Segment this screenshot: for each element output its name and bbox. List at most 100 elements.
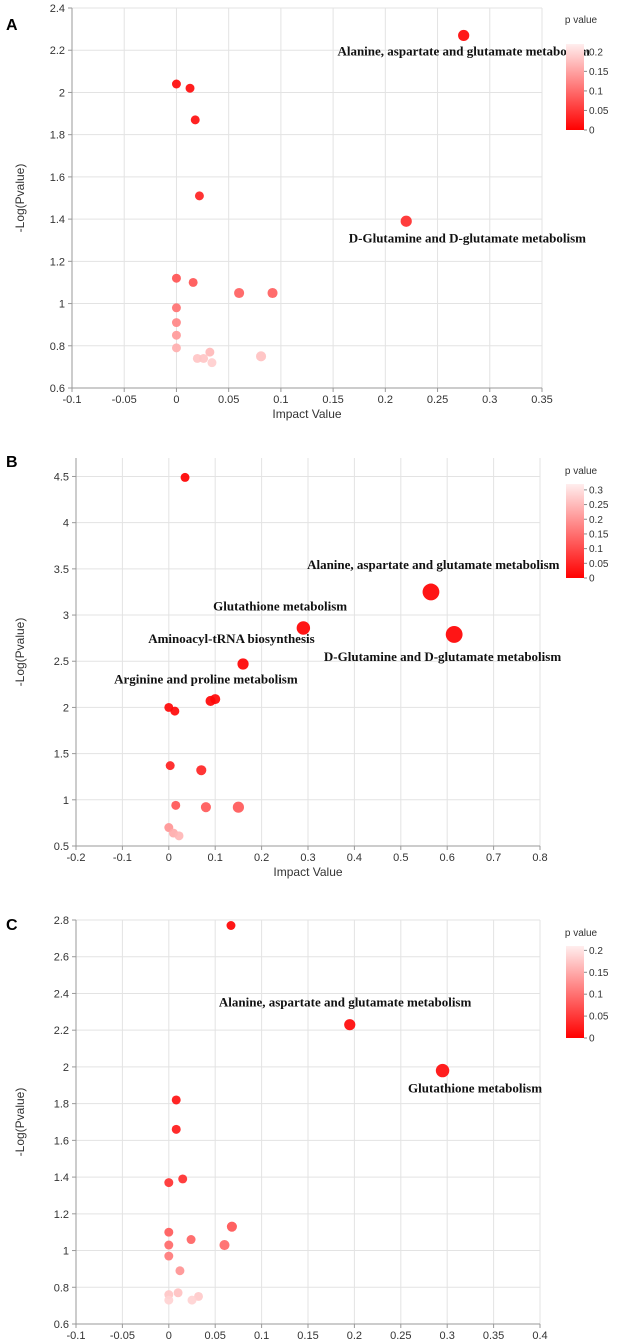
- x-tick-label: -0.05: [110, 1330, 135, 1339]
- y-tick-label: 1.6: [50, 172, 65, 184]
- color-legend: p value 0 0.05 0.1 0.15 0.2: [565, 15, 609, 137]
- data-point: [164, 1240, 174, 1250]
- annotation-label: Aminoacyl-tRNA biosynthesis: [148, 631, 315, 646]
- data-point: [458, 29, 470, 42]
- x-tick-label: -0.05: [112, 394, 137, 406]
- y-tick-label: 1.5: [54, 749, 69, 761]
- x-tick-label: -0.1: [63, 394, 82, 406]
- panel-letter-c: C: [6, 917, 18, 934]
- data-point: [422, 583, 440, 601]
- legend-tick-label: 0.2: [589, 515, 603, 526]
- data-point: [199, 353, 209, 363]
- x-tick-label: 0.2: [378, 394, 393, 406]
- x-tick-label: -0.2: [67, 852, 86, 864]
- data-point: [205, 347, 215, 357]
- x-tick-label: 0: [166, 1330, 172, 1339]
- data-point: [445, 626, 463, 643]
- y-tick-label: 0.6: [50, 383, 65, 395]
- x-tick-label: 0.6: [440, 852, 455, 864]
- data-point: [187, 1295, 197, 1305]
- grid: [75, 919, 541, 1325]
- annotation-label: Alanine, aspartate and glutamate metabol…: [337, 44, 590, 59]
- y-tick-label: 2.4: [54, 988, 69, 1000]
- x-tick-label: 0.4: [347, 852, 362, 864]
- x-tick-label: 0.3: [440, 1330, 455, 1339]
- y-tick-label: 0.6: [54, 1319, 69, 1331]
- x-tick-label: 0.25: [427, 394, 448, 406]
- legend-tick-label: 0.3: [589, 485, 603, 496]
- data-point: [164, 1178, 174, 1188]
- y-tick-label: 2: [59, 87, 65, 99]
- data-point: [190, 115, 200, 125]
- data-point: [435, 1063, 450, 1078]
- x-tick-label: 0.35: [483, 1330, 504, 1339]
- y-tick-label: 2.5: [54, 656, 69, 668]
- legend-tick-label: 0.05: [589, 1012, 609, 1023]
- data-point: [171, 1124, 181, 1134]
- data-points: [164, 472, 463, 841]
- panel-letter-a: A: [6, 17, 18, 34]
- y-tick-label: 2.4: [50, 3, 65, 15]
- y-axis-title: -Log(Pvalue): [13, 1088, 27, 1157]
- data-point: [219, 1239, 230, 1251]
- y-tick-label: 2: [63, 1062, 69, 1074]
- annotation-label: Glutathione metabolism: [213, 598, 347, 613]
- x-tick-label: 0.2: [254, 852, 269, 864]
- panel-a: A -0.1 -0.05 0 0.05 0.1 0.15 0.2 0.25 0.3 0.35 0.6…: [6, 3, 609, 421]
- data-point: [237, 658, 249, 670]
- annotation-label: Alanine, aspartate and glutamate metabol…: [219, 994, 472, 1009]
- data-point: [344, 1019, 356, 1031]
- y-tick-label: 1.6: [54, 1135, 69, 1147]
- annotation-label: Glutathione metabolism: [408, 1081, 542, 1096]
- legend-tick-label: 0: [589, 126, 595, 137]
- y-tick-label: 4.5: [54, 471, 69, 483]
- x-tick-label: 0.3: [300, 852, 315, 864]
- data-point: [200, 802, 211, 813]
- data-point: [192, 353, 202, 363]
- x-tick-label: 0: [173, 394, 179, 406]
- data-point: [164, 1295, 174, 1305]
- data-point: [164, 1227, 174, 1237]
- y-tick-label: 1.4: [50, 214, 65, 226]
- data-point: [164, 1251, 174, 1261]
- annotation-label: Alanine, aspartate and glutamate metabol…: [307, 557, 560, 572]
- y-tick-label: 3.5: [54, 564, 69, 576]
- legend-tick-label: 0.05: [589, 559, 609, 570]
- legend-tick-label: 0.15: [589, 968, 609, 979]
- panel-b: B -0.2 -0.1 0 0.1 0.2 0.3 0.4 0.5 0.6 0.7 0.8 0.5 1 1…: [6, 454, 609, 879]
- data-point: [194, 1291, 203, 1301]
- legend-tick-label: 0.1: [589, 86, 603, 97]
- legend-title: p value: [565, 15, 598, 26]
- data-point: [207, 358, 217, 368]
- legend-tick-label: 0.2: [589, 946, 603, 957]
- data-point: [171, 330, 181, 340]
- y-tick-label: 1: [63, 1246, 69, 1258]
- data-point: [232, 801, 244, 813]
- data-point: [267, 287, 278, 299]
- x-tick-label: 0.15: [297, 1330, 318, 1339]
- legend-tick-label: 0.15: [589, 67, 609, 78]
- y-tick-label: 1.8: [54, 1099, 69, 1111]
- x-tick-label: 0.4: [532, 1330, 547, 1339]
- color-legend: p value 0 0.05 0.1 0.15 0.2: [565, 928, 609, 1045]
- legend-colorbar: [566, 44, 584, 130]
- data-point: [226, 1221, 237, 1232]
- data-point: [400, 215, 412, 227]
- data-point: [226, 921, 236, 930]
- y-tick-label: 1.8: [50, 130, 65, 142]
- data-point: [188, 277, 198, 287]
- annotation-label: D-Glutamine and D-glutamate metabolism: [324, 649, 561, 664]
- x-tick-label: 0.7: [486, 852, 501, 864]
- x-tick-label: -0.1: [113, 852, 132, 864]
- data-point: [171, 800, 181, 810]
- data-point: [256, 351, 267, 362]
- y-tick-label: 1: [63, 795, 69, 807]
- y-tick-label: 2.2: [50, 45, 65, 57]
- x-tick-label: 0.25: [390, 1330, 411, 1339]
- data-point: [296, 621, 311, 635]
- data-point: [171, 343, 181, 353]
- legend-tick-label: 0.2: [589, 47, 603, 58]
- x-axis-title: Impact Value: [273, 865, 342, 879]
- legend-tick-label: 0.15: [589, 529, 609, 540]
- data-point: [171, 273, 181, 283]
